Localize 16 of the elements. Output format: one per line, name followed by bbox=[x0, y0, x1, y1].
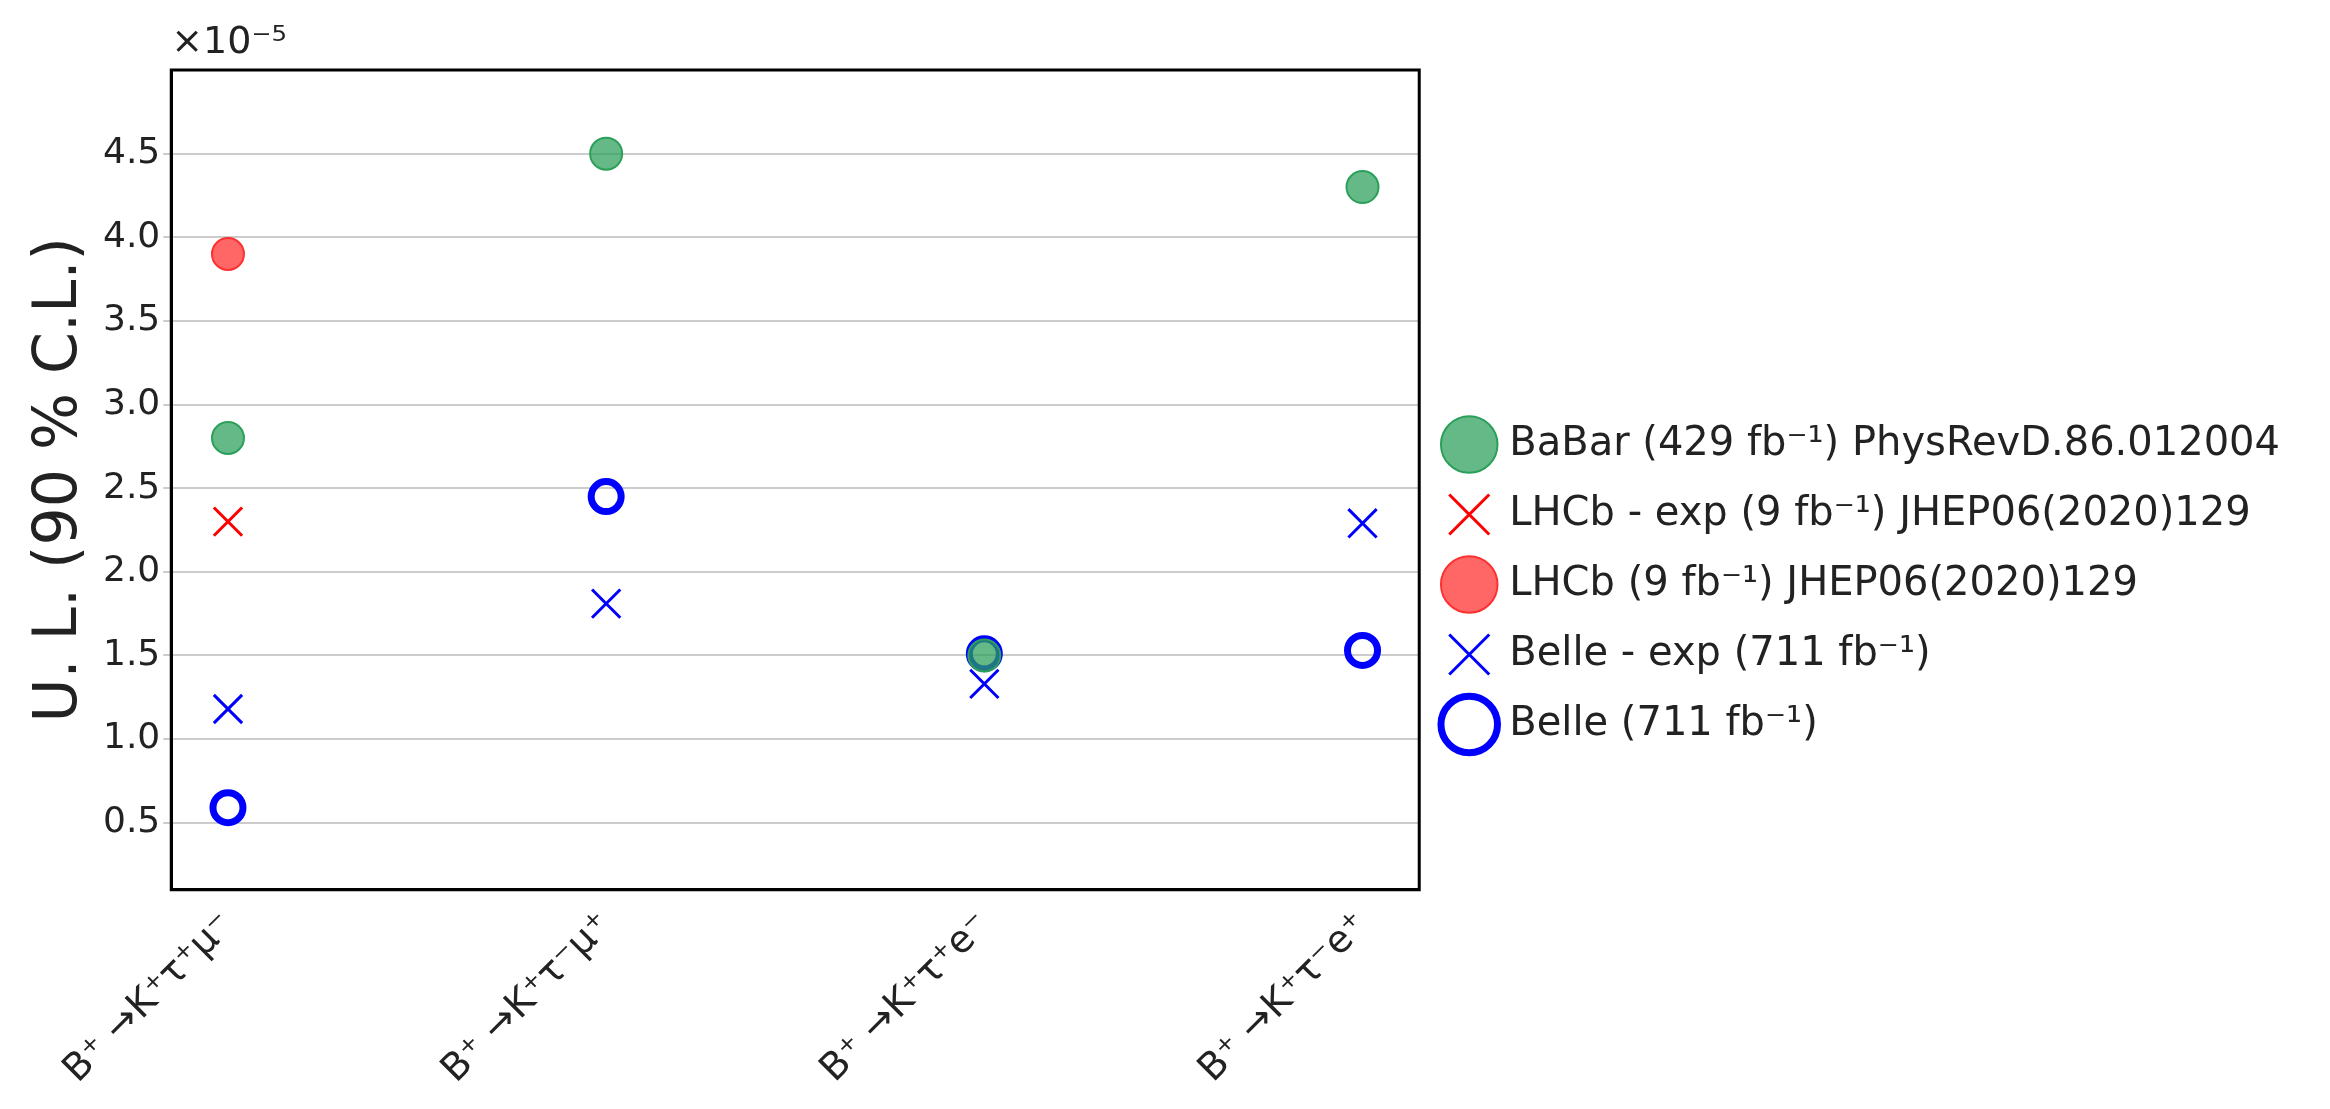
legend-label: Belle (711 fb⁻¹) bbox=[1509, 697, 1818, 744]
y-tick-label: 0.5 bbox=[102, 799, 161, 841]
y-tick-label: 3.0 bbox=[102, 380, 161, 422]
legend-label: LHCb (9 fb⁻¹) JHEP06(2020)129 bbox=[1509, 557, 2138, 604]
legend-label: LHCb - exp (9 fb⁻¹) JHEP06(2020)129 bbox=[1509, 487, 2251, 534]
legend-label: Belle - exp (711 fb⁻¹) bbox=[1509, 627, 1931, 674]
y-tick-label: 4.5 bbox=[102, 130, 161, 171]
y-tick-label: 3.5 bbox=[102, 297, 161, 339]
y-axis-title: U. L. (90 % C.L.) bbox=[19, 237, 90, 723]
y-tick-label: 1.0 bbox=[102, 715, 161, 757]
legend-label: BaBar (429 fb⁻¹) PhysRevD.86.012004 bbox=[1509, 417, 2280, 464]
y-tick-label: 2.5 bbox=[102, 464, 161, 506]
y-tick-label: 1.5 bbox=[102, 631, 161, 673]
text: ×10⁻⁵ bbox=[171, 17, 287, 62]
y-tick-label: 2.0 bbox=[102, 548, 161, 590]
y-tick-label: 4.0 bbox=[102, 213, 161, 255]
